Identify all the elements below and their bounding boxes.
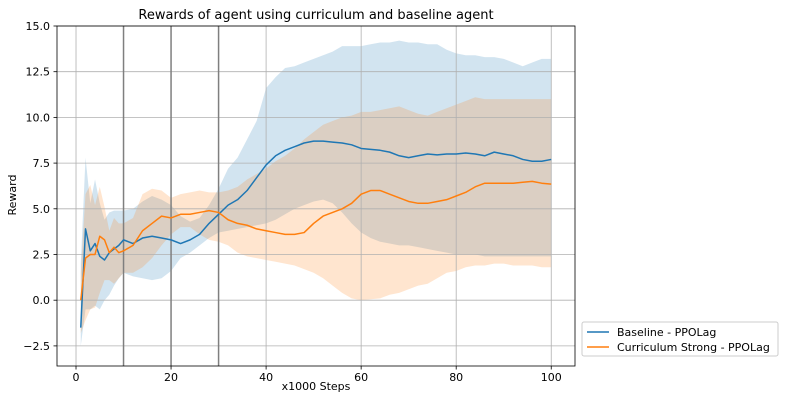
legend-label-2: Curriculum Strong - PPOLag [617,341,770,354]
plot-area: 0 20 40 60 80 100 −2.5 0.0 2.5 5.0 7.5 10.0 12.5 15.0 [23,20,576,384]
x-tick-label: 20 [164,371,178,384]
legend: Baseline - PPOLag Curriculum Strong - PPO… [581,321,779,357]
plot-frame [56,25,576,367]
x-tick-label: 60 [354,371,368,384]
legend-label-1: Baseline - PPOLag [617,326,716,339]
y-tick-label: 5.0 [33,203,51,216]
confidence-band-1 [80,40,552,346]
y-tick-label: 10.0 [26,111,51,124]
y-tick-label: 2.5 [33,248,51,261]
x-tick-label: 40 [259,371,273,384]
y-tick-label: −2.5 [23,340,50,353]
y-axis-label: Reward [6,175,19,216]
series-line-2 [80,180,552,301]
series-line-1 [80,140,552,328]
x-tick-label: 100 [541,371,562,384]
x-tick-label: 0 [73,371,80,384]
y-tick-label: 0.0 [33,294,51,307]
confidence-band-2 [80,97,552,334]
x-tick-label: 80 [449,371,463,384]
y-tick-label: 7.5 [33,157,51,170]
legend-box [581,321,779,357]
chart-title: Rewards of agent using curriculum and ba… [138,8,493,23]
x-axis-label: x1000 Steps [282,380,351,393]
y-tick-label: 12.5 [26,66,51,79]
y-tick-label: 15.0 [26,20,51,33]
